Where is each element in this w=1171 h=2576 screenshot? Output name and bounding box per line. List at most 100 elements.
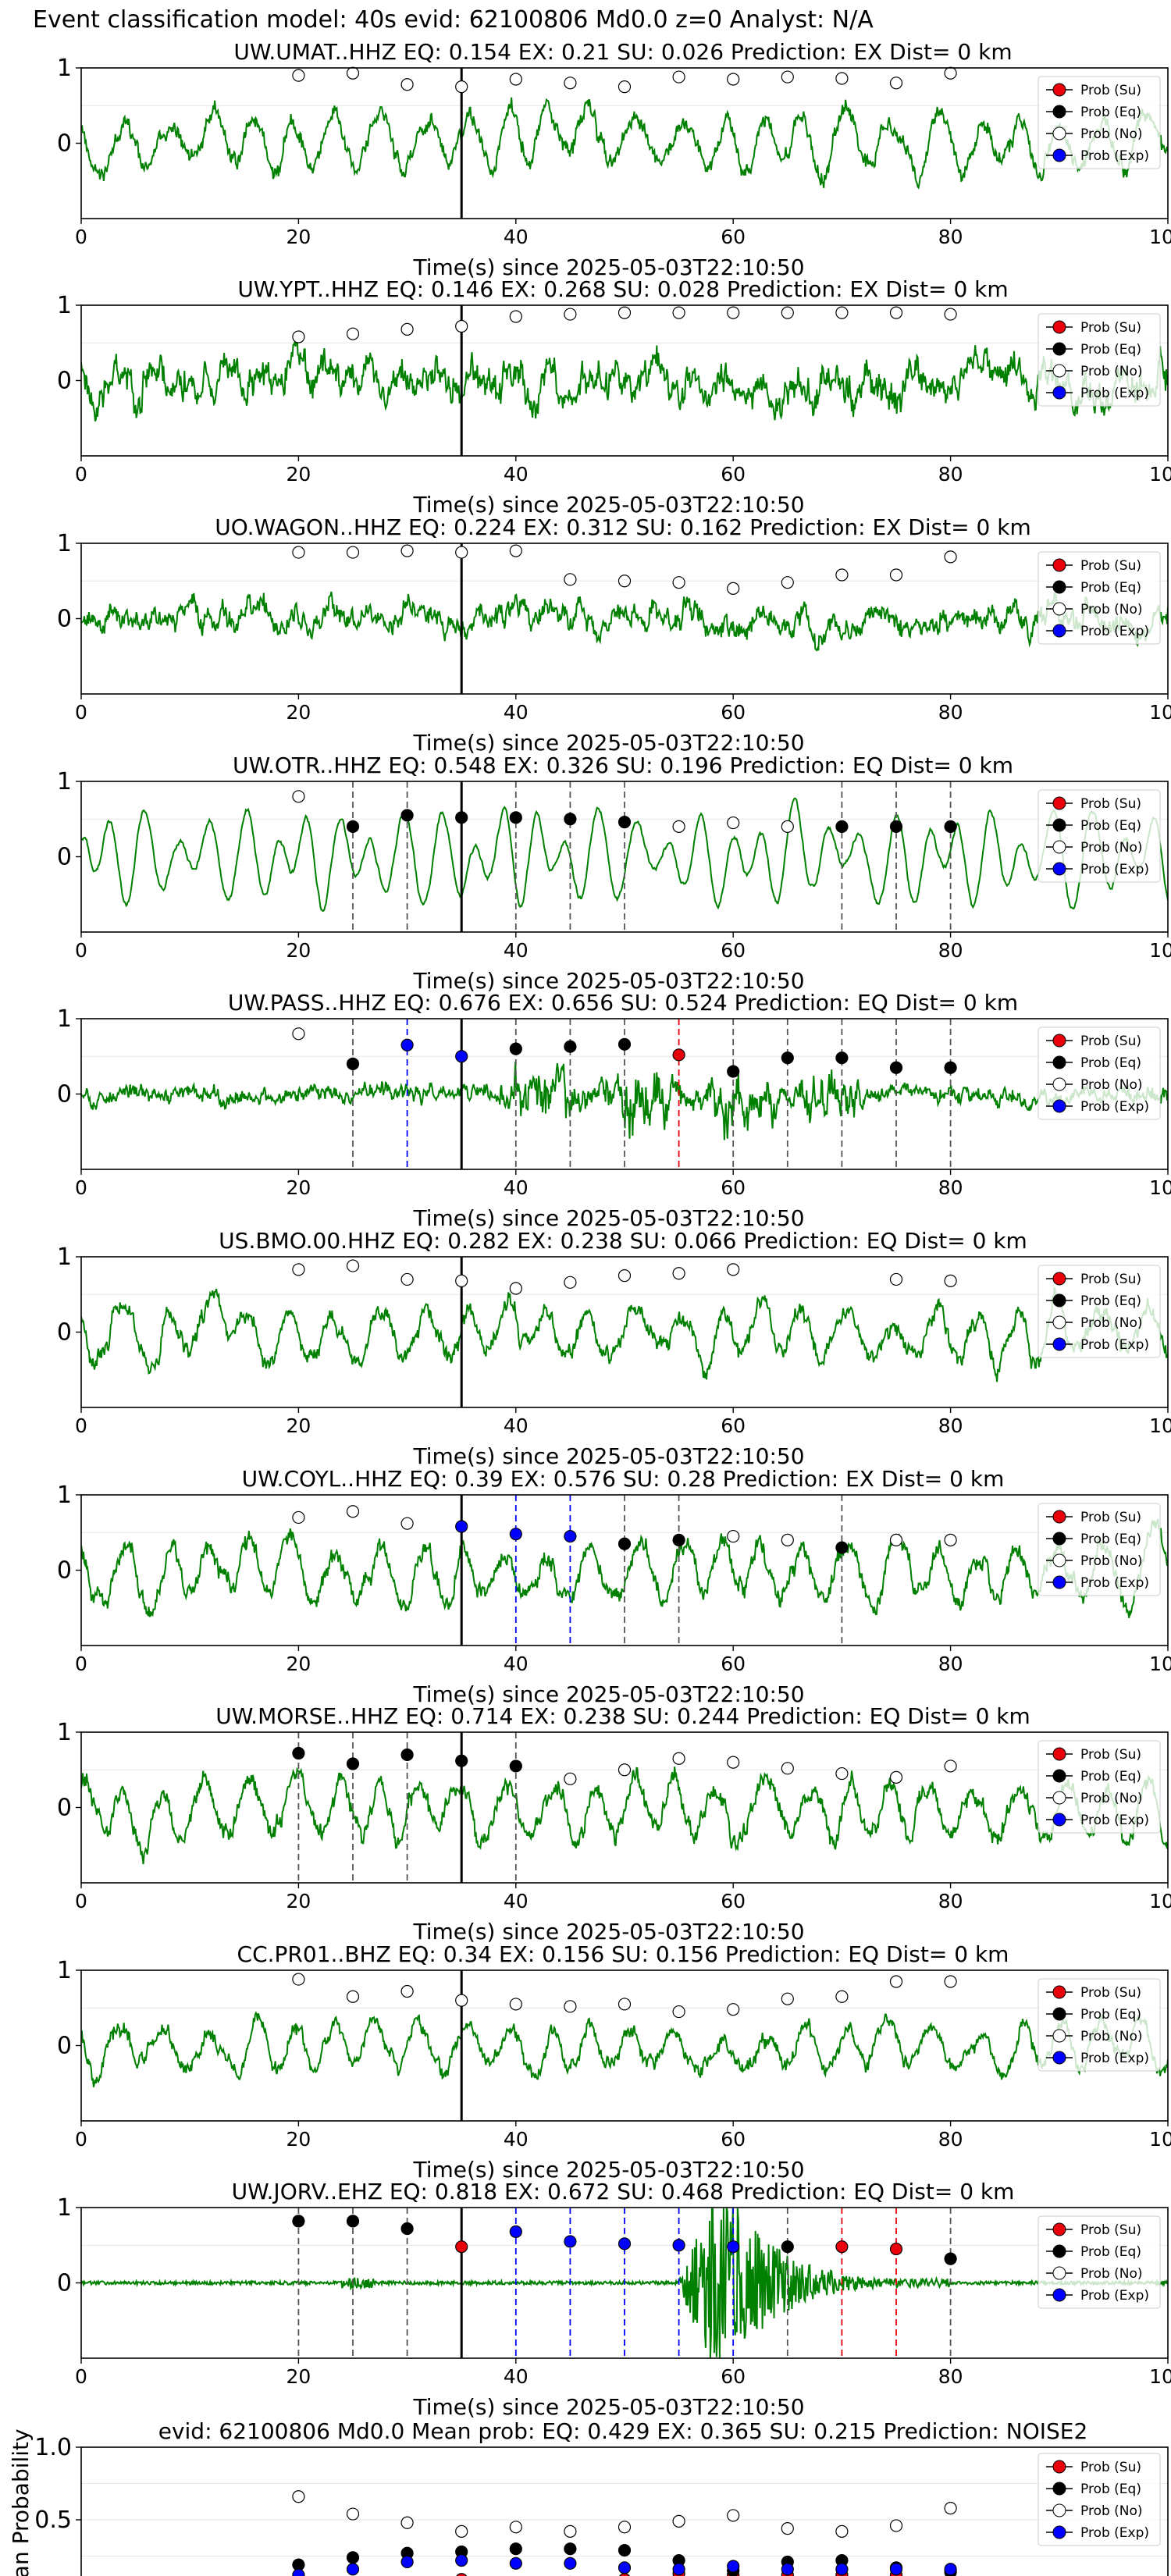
prob-marker-eq [292,1746,305,1760]
mean-marker-no [781,2522,794,2535]
mean-marker-no [292,2490,305,2503]
station-panel-7: UW.COYL..HHZ EQ: 0.39 EX: 0.576 SU: 0.28… [57,1466,1171,1707]
legend-marker-exp [1052,1813,1066,1827]
legend-label-exp: Prob (Exp) [1080,1337,1149,1353]
prob-marker-no [292,790,305,803]
prob-marker-no [455,319,468,333]
mean-marker-exp [835,2563,849,2576]
legend-label-exp: Prob (Exp) [1080,2525,1149,2541]
station-panel-3-legend-box [1038,551,1161,645]
x-tick-label: 40 [504,226,529,248]
legend-marker-su [1052,1985,1066,1999]
legend-marker-su [1052,1510,1066,1524]
prob-marker-eq [292,2215,305,2228]
prob-marker-eq [835,820,849,834]
prob-marker-eq [835,1051,849,1065]
prob-marker-no [618,306,632,319]
panel-title: UW.YPT..HHZ EQ: 0.146 EX: 0.268 SU: 0.02… [237,276,1008,302]
mean-marker-no [509,2521,522,2534]
station-panel-7-legend-box [1038,1503,1161,1596]
y-tick-label: 0 [57,368,72,395]
legend-marker-exp [1052,2525,1066,2539]
prob-marker-no [727,2003,740,2016]
y-tick-label: 1 [57,292,72,319]
x-tick-label: 20 [286,939,311,962]
prob-marker-exp [509,2225,522,2238]
prob-marker-eq [509,1759,522,1773]
x-tick-label: 20 [286,2128,311,2151]
prob-marker-no [346,1259,360,1272]
panel-title: evid: 62100806 Md0.0 Mean prob: EQ: 0.42… [158,2418,1088,2444]
legend-label-eq: Prob (Eq) [1080,1769,1141,1784]
prob-marker-no [781,1992,794,2005]
legend-marker-exp [1052,2288,1066,2302]
prob-marker-eq [944,1061,957,1074]
prob-marker-no [564,1276,577,1289]
y-tick-label: 1 [57,1719,72,1746]
prob-marker-exp [564,1529,577,1543]
mean-marker-exp [455,2553,468,2567]
legend-marker-eq [1052,2482,1066,2496]
mean-probability-panel: evid: 62100806 Md0.0 Mean prob: EQ: 0.42… [8,2418,1169,2576]
panel-title: UW.COYL..HHZ EQ: 0.39 EX: 0.576 SU: 0.28… [242,1466,1005,1492]
prob-marker-no [400,544,414,557]
prob-marker-no [944,1759,957,1773]
legend-marker-no [1052,126,1066,141]
mean-marker-no [944,2502,957,2515]
legend-marker-exp [1052,624,1066,638]
prob-marker-no [292,69,305,82]
x-axis-label: Time(s) since 2025-05-03T22:10:50 [412,1205,804,1231]
prob-marker-no [292,1510,305,1525]
legend-label-su: Prob (Su) [1080,1272,1141,1287]
mean-marker-no [346,2507,360,2521]
x-tick-label: 100 [1149,2128,1171,2151]
station-panel-6-legend-box [1038,1265,1161,1358]
legend-label-eq: Prob (Eq) [1080,1055,1141,1071]
y-tick-label: 0 [57,1557,72,1585]
x-tick-label: 40 [504,463,529,486]
x-tick-label: 0 [75,1890,87,1912]
prob-marker-no [835,568,849,582]
prob-marker-no [835,72,849,85]
prob-marker-no [346,546,360,559]
legend-label-su: Prob (Su) [1080,83,1141,98]
waveform-trace [81,97,1168,190]
legend-label-exp: Prob (Exp) [1080,148,1149,164]
prob-marker-no [672,2005,685,2019]
x-axis-label: Time(s) since 2025-05-03T22:10:50 [412,2394,804,2420]
prob-marker-no [509,310,522,323]
legend-marker-eq [1052,2007,1066,2021]
prob-marker-su [889,2242,903,2256]
prob-marker-no [944,308,957,321]
prob-marker-no [944,1274,957,1287]
legend-marker-exp [1052,2051,1066,2065]
x-tick-label: 80 [938,1176,963,1199]
x-tick-label: 100 [1149,1890,1171,1912]
prob-marker-no [781,70,794,84]
legend-label-su: Prob (Su) [1080,320,1141,336]
legend-label-exp: Prob (Exp) [1080,862,1149,877]
prob-marker-no [944,550,957,564]
prob-marker-no [455,546,468,559]
legend-marker-exp [1052,386,1066,400]
prob-marker-no [672,1267,685,1280]
prob-marker-no [509,73,522,86]
station-panel-8-legend-box [1038,1740,1161,1834]
legend-label-su: Prob (Su) [1080,1985,1141,2001]
prob-marker-no [618,1269,632,1283]
x-tick-label: 100 [1149,1176,1171,1199]
mean-marker-exp [346,2563,360,2576]
panel-title: UW.UMAT..HHZ EQ: 0.154 EX: 0.21 SU: 0.02… [233,39,1012,65]
prob-marker-no [727,1756,740,1769]
prob-marker-eq [889,1061,903,1074]
station-panel-8-frame [80,1731,1169,1884]
legend-marker-no [1052,602,1066,616]
prob-marker-eq [781,1051,794,1065]
x-tick-label: 20 [286,701,311,724]
prob-marker-exp [455,1520,468,1533]
y-tick-label: 1 [57,530,72,557]
x-axis-label: Time(s) since 2025-05-03T22:10:50 [412,968,804,994]
y-tick-label: 1 [57,1005,72,1033]
x-tick-label: 0 [75,1176,87,1199]
prob-marker-no [346,327,360,340]
